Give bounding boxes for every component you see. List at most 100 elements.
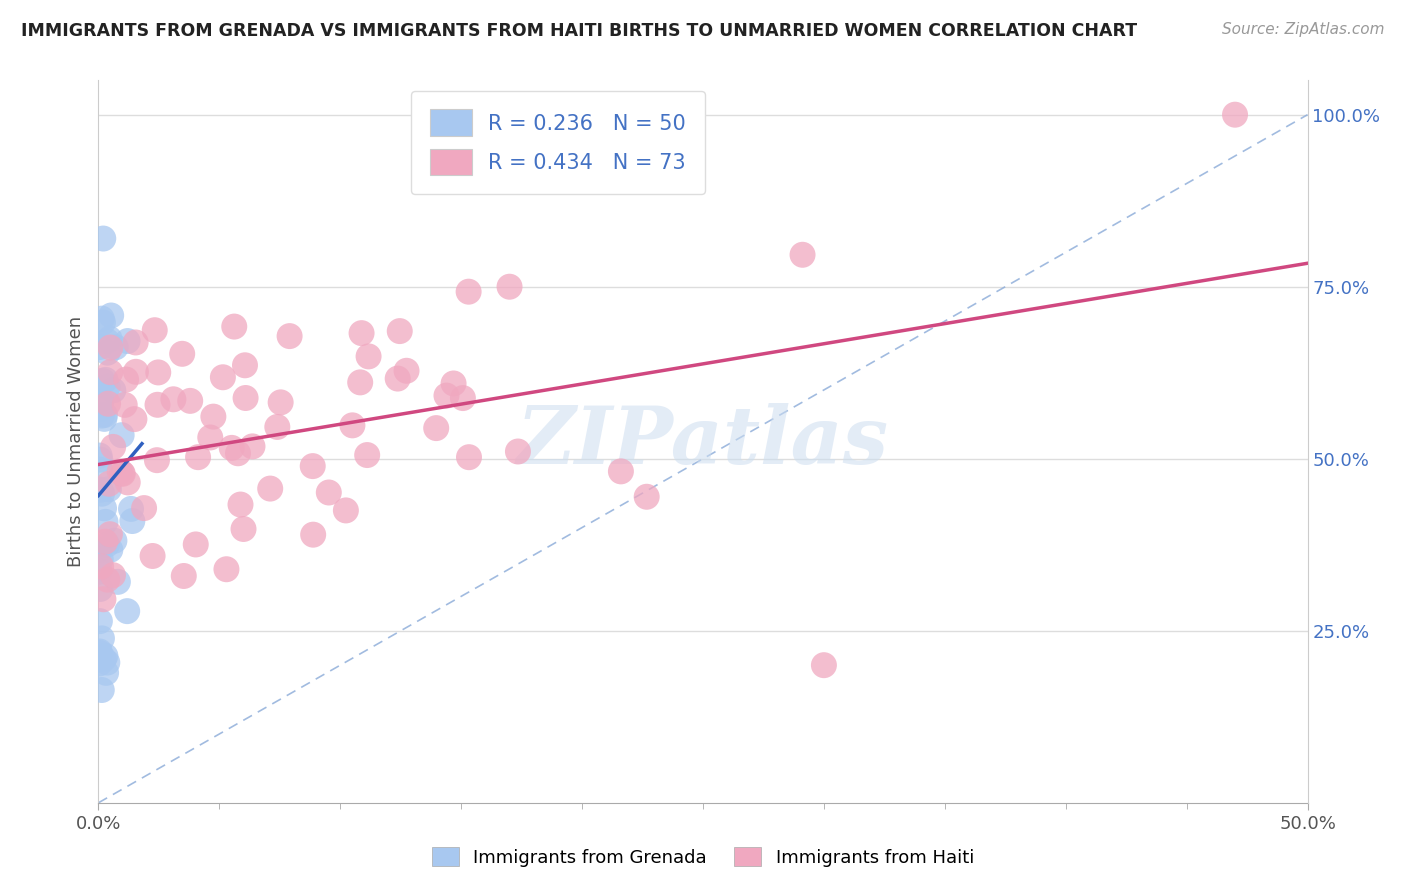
- Point: [89, 565, 111, 579]
- Point: [89, 644, 111, 658]
- Point: [179, 393, 201, 408]
- Point: [506, 444, 529, 458]
- Point: [124, 335, 146, 350]
- Point: [792, 248, 814, 262]
- Point: [356, 448, 378, 462]
- Point: [91, 316, 114, 330]
- Point: [498, 279, 520, 293]
- Point: [97, 380, 120, 394]
- Point: [117, 334, 139, 348]
- Point: [101, 440, 124, 454]
- Point: [96, 656, 118, 670]
- Point: [813, 658, 835, 673]
- Point: [108, 464, 131, 478]
- Point: [101, 568, 124, 582]
- Point: [342, 418, 364, 433]
- Point: [350, 326, 373, 340]
- Point: [388, 324, 411, 338]
- Point: [91, 374, 114, 388]
- Point: [98, 332, 121, 346]
- Point: [148, 366, 170, 380]
- Y-axis label: Births to Unmarried Women: Births to Unmarried Women: [66, 316, 84, 567]
- Text: IMMIGRANTS FROM GRENADA VS IMMIGRANTS FROM HAITI BIRTHS TO UNMARRIED WOMEN CORRE: IMMIGRANTS FROM GRENADA VS IMMIGRANTS FR…: [21, 22, 1137, 40]
- Legend: Immigrants from Grenada, Immigrants from Haiti: Immigrants from Grenada, Immigrants from…: [425, 840, 981, 874]
- Point: [143, 323, 166, 337]
- Point: [335, 503, 357, 517]
- Point: [94, 515, 117, 529]
- Point: [90, 552, 112, 566]
- Point: [89, 452, 111, 467]
- Point: [173, 569, 195, 583]
- Point: [97, 476, 120, 491]
- Point: [266, 420, 288, 434]
- Point: [115, 604, 138, 618]
- Point: [121, 514, 143, 528]
- Point: [349, 376, 371, 390]
- Point: [96, 573, 118, 587]
- Point: [235, 391, 257, 405]
- Point: [117, 475, 139, 490]
- Point: [90, 409, 112, 423]
- Point: [107, 574, 129, 589]
- Point: [115, 372, 138, 386]
- Point: [636, 490, 658, 504]
- Point: [318, 485, 340, 500]
- Point: [98, 542, 121, 557]
- Point: [457, 285, 479, 299]
- Point: [89, 646, 111, 660]
- Point: [94, 373, 117, 387]
- Point: [443, 376, 465, 391]
- Point: [93, 592, 115, 607]
- Point: [357, 350, 380, 364]
- Point: [125, 365, 148, 379]
- Point: [111, 467, 134, 481]
- Point: [233, 359, 256, 373]
- Point: [187, 450, 209, 465]
- Point: [96, 334, 118, 348]
- Point: [104, 340, 127, 354]
- Point: [451, 391, 474, 405]
- Point: [93, 412, 115, 426]
- Point: [96, 345, 118, 359]
- Point: [90, 683, 112, 698]
- Point: [184, 537, 207, 551]
- Point: [90, 559, 112, 574]
- Point: [212, 370, 235, 384]
- Point: [114, 398, 136, 412]
- Point: [458, 450, 481, 465]
- Point: [259, 482, 281, 496]
- Point: [610, 464, 633, 478]
- Text: Source: ZipAtlas.com: Source: ZipAtlas.com: [1222, 22, 1385, 37]
- Point: [93, 652, 115, 666]
- Point: [226, 446, 249, 460]
- Point: [98, 365, 121, 379]
- Text: ZIPatlas: ZIPatlas: [517, 403, 889, 480]
- Point: [94, 408, 117, 422]
- Point: [103, 384, 125, 398]
- Point: [221, 441, 243, 455]
- Point: [224, 319, 246, 334]
- Point: [90, 632, 112, 646]
- Legend: R = 0.236   N = 50, R = 0.434   N = 73: R = 0.236 N = 50, R = 0.434 N = 73: [411, 91, 704, 194]
- Point: [89, 401, 111, 416]
- Point: [90, 311, 112, 326]
- Point: [229, 498, 252, 512]
- Point: [89, 340, 111, 354]
- Point: [120, 502, 142, 516]
- Point: [96, 537, 118, 551]
- Point: [97, 397, 120, 411]
- Point: [111, 466, 134, 480]
- Point: [89, 582, 111, 596]
- Point: [89, 462, 111, 476]
- Point: [1223, 108, 1246, 122]
- Point: [172, 347, 194, 361]
- Point: [436, 388, 458, 402]
- Point: [302, 527, 325, 541]
- Point: [215, 562, 238, 576]
- Point: [387, 371, 409, 385]
- Point: [162, 392, 184, 407]
- Point: [202, 409, 225, 424]
- Point: [94, 648, 117, 663]
- Point: [89, 483, 111, 497]
- Point: [146, 398, 169, 412]
